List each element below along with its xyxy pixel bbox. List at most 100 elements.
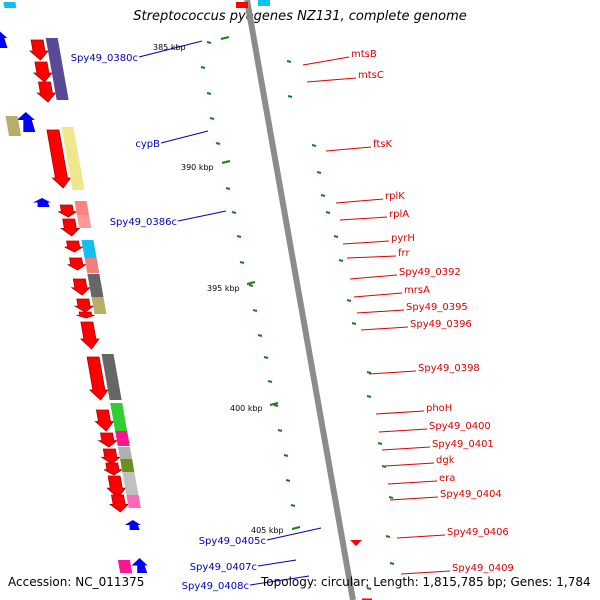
gene-label-spy49-0392[interactable]: Spy49_0392 bbox=[399, 267, 461, 278]
gene-cog-box[interactable] bbox=[115, 431, 130, 446]
gene-arrow[interactable] bbox=[46, 129, 72, 189]
gene-arrow[interactable] bbox=[76, 311, 95, 319]
gene-label-rplk[interactable]: rplK bbox=[385, 191, 405, 202]
scale-label: 405 kbp bbox=[251, 526, 284, 535]
leader-line bbox=[389, 496, 439, 501]
scale-tick bbox=[221, 160, 231, 164]
tick-mark bbox=[381, 465, 387, 468]
gene-cog-box[interactable] bbox=[91, 297, 107, 314]
leader-line bbox=[342, 240, 390, 245]
gene-label-spy49-0386c[interactable]: Spy49_0386c bbox=[110, 217, 177, 228]
gene-cog-box[interactable] bbox=[49, 60, 69, 100]
tick-mark bbox=[231, 211, 237, 214]
gene-label-mtsc[interactable]: mtsC bbox=[358, 70, 384, 81]
gene-arrow[interactable] bbox=[36, 81, 57, 103]
gene-label-ftsk[interactable]: ftsK bbox=[373, 139, 392, 150]
tick-mark bbox=[225, 187, 231, 190]
tick-mark bbox=[285, 479, 291, 482]
gene-cog-box[interactable] bbox=[45, 38, 62, 60]
gene-cog-box[interactable] bbox=[110, 403, 128, 431]
gene-cog-box[interactable] bbox=[120, 459, 135, 472]
gene-label-spy49-0380c[interactable]: Spy49_0380c bbox=[71, 53, 138, 64]
gene-cog-box[interactable] bbox=[117, 447, 133, 461]
gene-arrow[interactable] bbox=[103, 462, 124, 476]
tick-mark bbox=[263, 356, 269, 359]
gene-arrow[interactable] bbox=[106, 475, 127, 499]
gene-cog-box[interactable] bbox=[101, 354, 122, 400]
scale-label: 390 kbp bbox=[181, 163, 214, 172]
gene-arrow[interactable] bbox=[350, 540, 362, 546]
gene-arrow[interactable] bbox=[108, 494, 130, 513]
gene-label-spy49-0406[interactable]: Spy49_0406 bbox=[447, 527, 509, 538]
gene-label-cypb[interactable]: cypB bbox=[135, 139, 160, 150]
gene-label-spy49-0409[interactable]: Spy49_0409 bbox=[452, 563, 514, 574]
gene-label-spy49-0396[interactable]: Spy49_0396 bbox=[410, 319, 472, 330]
tick-mark bbox=[287, 95, 293, 98]
tick-mark bbox=[333, 235, 339, 238]
tick-mark bbox=[320, 194, 326, 197]
map-title: Streptococcus pyogenes NZ131, complete g… bbox=[133, 9, 467, 24]
gene-arrow[interactable] bbox=[32, 61, 53, 83]
gene-arrow-reverse[interactable] bbox=[16, 112, 36, 132]
gene-cog-box[interactable] bbox=[76, 215, 92, 228]
minor-ticks bbox=[200, 36, 395, 590]
gene-arrow[interactable] bbox=[100, 448, 121, 465]
gene-arrow[interactable] bbox=[64, 240, 85, 253]
gene-arrow-reverse[interactable] bbox=[131, 558, 148, 573]
tick-mark bbox=[366, 371, 372, 374]
gene-arrow[interactable] bbox=[73, 298, 95, 313]
gene-label-spy49-0408c[interactable]: Spy49_0408c bbox=[182, 581, 249, 592]
leader-line bbox=[396, 534, 446, 539]
gene-label-pyrh[interactable]: pyrH bbox=[391, 233, 415, 244]
leader-line bbox=[375, 410, 425, 415]
gene-label-spy49-0404[interactable]: Spy49_0404 bbox=[440, 489, 502, 500]
gene-label-mtsb[interactable]: mtsB bbox=[351, 49, 377, 60]
gene-label-rpla[interactable]: rplA bbox=[389, 209, 409, 220]
tick-mark bbox=[366, 587, 372, 590]
gene-arrow[interactable] bbox=[28, 39, 49, 61]
gene-arrow[interactable] bbox=[79, 321, 100, 350]
gene-arrow[interactable] bbox=[94, 409, 115, 432]
gene-label-frr[interactable]: frr bbox=[398, 248, 410, 259]
gene-label-mrsa[interactable]: mrsA bbox=[404, 285, 430, 296]
gene-arrow[interactable] bbox=[60, 218, 81, 237]
scale-label: 400 kbp bbox=[230, 404, 263, 413]
scale-tick bbox=[269, 402, 279, 406]
gene-cog-box[interactable] bbox=[5, 116, 22, 136]
gene-cog-box[interactable] bbox=[61, 127, 85, 190]
gene-arrow[interactable] bbox=[97, 432, 118, 448]
gene-label-spy49-0401[interactable]: Spy49_0401 bbox=[432, 439, 494, 450]
gene-arrow[interactable] bbox=[86, 356, 109, 401]
gene-cog-box[interactable] bbox=[87, 274, 104, 297]
gene-cog-box[interactable] bbox=[126, 495, 141, 508]
gene-label-spy49-0405c[interactable]: Spy49_0405c bbox=[199, 536, 266, 547]
gene-arrow-reverse[interactable] bbox=[124, 520, 141, 530]
gene-label-spy49-0400[interactable]: Spy49_0400 bbox=[429, 421, 491, 432]
tick-mark bbox=[252, 309, 258, 312]
gene-arrow[interactable] bbox=[58, 204, 78, 218]
tick-mark bbox=[273, 404, 279, 407]
gene-label-dgk[interactable]: dgk bbox=[436, 455, 455, 466]
gene-arrow-reverse[interactable] bbox=[0, 30, 8, 48]
leader-line bbox=[353, 292, 403, 298]
gene-arrow[interactable] bbox=[67, 257, 88, 271]
gene-cog-box[interactable] bbox=[3, 2, 17, 8]
gene-label-spy49-0398[interactable]: Spy49_0398 bbox=[418, 363, 480, 374]
gene-cog-box[interactable] bbox=[117, 560, 133, 573]
leader-line bbox=[356, 309, 405, 314]
scale-label: 385 kbp bbox=[153, 43, 186, 52]
gene-cog-box[interactable] bbox=[258, 0, 270, 6]
gene-arrow[interactable] bbox=[70, 278, 91, 296]
gene-cog-box[interactable] bbox=[81, 240, 97, 259]
gene-label-spy49-0395[interactable]: Spy49_0395 bbox=[406, 302, 468, 313]
tick-mark bbox=[267, 380, 273, 383]
gene-cog-box[interactable] bbox=[84, 258, 100, 273]
leader-line bbox=[378, 428, 428, 433]
gene-arrow-reverse[interactable] bbox=[32, 198, 51, 207]
gene-label-spy49-0407c[interactable]: Spy49_0407c bbox=[190, 562, 257, 573]
gene-label-era[interactable]: era bbox=[439, 473, 455, 484]
genome-backbone bbox=[244, 0, 356, 600]
tick-mark bbox=[239, 261, 245, 264]
gene-label-phoh[interactable]: phoH bbox=[426, 403, 452, 414]
gene-cog-box[interactable] bbox=[74, 201, 89, 215]
